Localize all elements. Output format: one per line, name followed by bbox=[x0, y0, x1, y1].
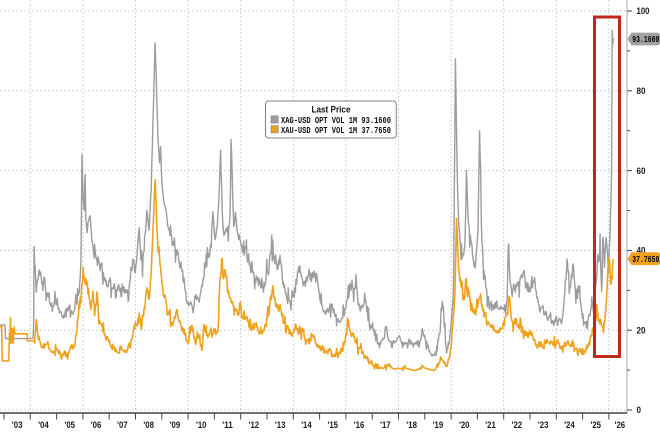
svg-text:'05: '05 bbox=[65, 420, 76, 430]
svg-text:'15: '15 bbox=[328, 420, 339, 430]
svg-text:XAG-USD OPT VOL 1M 93.1600: XAG-USD OPT VOL 1M 93.1600 bbox=[281, 115, 391, 126]
svg-text:37.7650: 37.7650 bbox=[632, 255, 659, 265]
svg-text:'20: '20 bbox=[459, 420, 470, 430]
svg-text:'23: '23 bbox=[538, 420, 549, 430]
svg-text:'26: '26 bbox=[615, 420, 626, 430]
svg-text:'03: '03 bbox=[12, 420, 23, 430]
svg-text:'12: '12 bbox=[249, 420, 260, 430]
svg-text:XAU-USD OPT VOL 1M 37.7650: XAU-USD OPT VOL 1M 37.7650 bbox=[281, 125, 391, 136]
svg-text:Last Price: Last Price bbox=[312, 104, 351, 114]
svg-text:'24: '24 bbox=[564, 420, 575, 430]
svg-text:60: 60 bbox=[637, 166, 646, 176]
svg-text:'17: '17 bbox=[380, 420, 391, 430]
svg-text:100: 100 bbox=[637, 6, 650, 16]
svg-text:'09: '09 bbox=[170, 420, 181, 430]
svg-text:'19: '19 bbox=[433, 420, 444, 430]
svg-text:'11: '11 bbox=[222, 420, 233, 430]
svg-text:'25: '25 bbox=[591, 420, 602, 430]
svg-text:'21: '21 bbox=[485, 420, 496, 430]
svg-text:'04: '04 bbox=[38, 420, 49, 430]
svg-text:'10: '10 bbox=[196, 420, 207, 430]
svg-text:'08: '08 bbox=[143, 420, 154, 430]
svg-text:'07: '07 bbox=[117, 420, 128, 430]
svg-text:'14: '14 bbox=[301, 420, 312, 430]
svg-text:'16: '16 bbox=[354, 420, 365, 430]
svg-text:'22: '22 bbox=[512, 420, 522, 430]
svg-text:93.1600: 93.1600 bbox=[632, 35, 659, 45]
svg-text:0: 0 bbox=[637, 405, 642, 415]
svg-text:'06: '06 bbox=[91, 420, 102, 430]
svg-text:80: 80 bbox=[637, 86, 646, 96]
svg-text:40: 40 bbox=[637, 246, 646, 256]
svg-text:20: 20 bbox=[637, 325, 646, 335]
svg-text:'18: '18 bbox=[406, 420, 417, 430]
svg-text:'13: '13 bbox=[275, 420, 286, 430]
